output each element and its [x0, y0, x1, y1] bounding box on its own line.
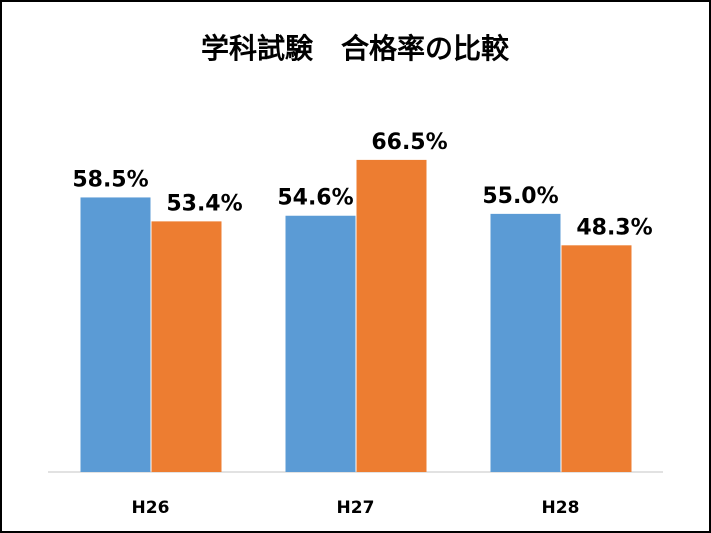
x-tick-label: H28	[542, 498, 580, 518]
value-label: 48.3%	[576, 215, 652, 240]
x-tick-label: H27	[337, 498, 375, 518]
bar	[490, 213, 561, 472]
bar	[80, 197, 151, 472]
chart-title: 学科試験 合格率の比較	[201, 32, 510, 65]
bar	[561, 245, 632, 472]
value-label: 54.6%	[277, 186, 353, 211]
x-tick-label: H26	[132, 498, 170, 518]
bar	[285, 215, 356, 472]
bar	[151, 221, 222, 472]
value-label: 53.4%	[166, 191, 242, 216]
bar	[356, 159, 427, 473]
value-label: 58.5%	[72, 167, 148, 192]
value-label: 55.0%	[482, 184, 558, 209]
value-label: 66.5%	[371, 130, 447, 155]
